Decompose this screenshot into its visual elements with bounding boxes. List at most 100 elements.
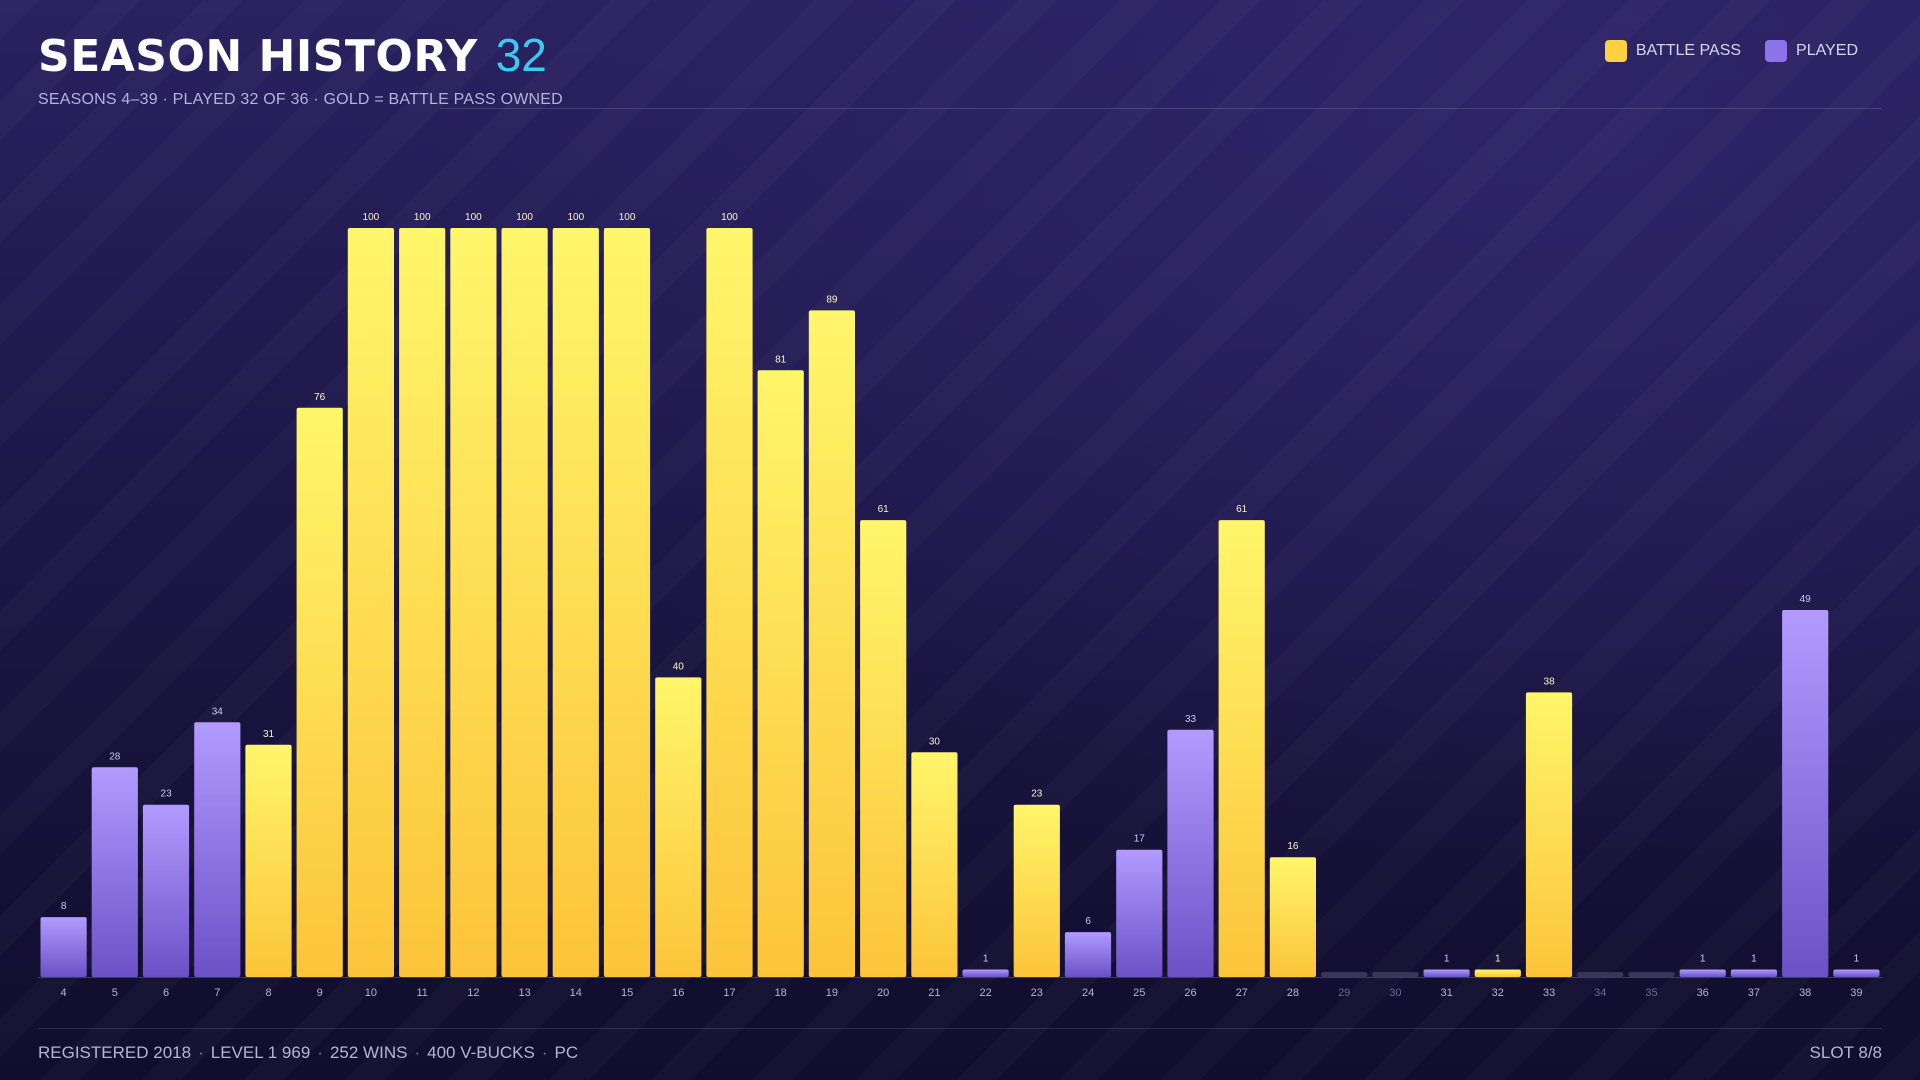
chart-legend: BATTLE PASS PLAYED <box>1604 40 1858 62</box>
season-tick-33: 33 <box>1543 987 1555 999</box>
legend-label-played: PLAYED <box>1796 42 1858 59</box>
season-tick-27: 27 <box>1236 987 1248 999</box>
battle-pass-swatch <box>1604 40 1627 62</box>
season-tick-7: 7 <box>214 987 220 999</box>
season-tick-11: 11 <box>416 987 427 999</box>
season-tick-9: 9 <box>317 987 323 999</box>
season-tick-19: 19 <box>826 987 838 999</box>
season-bar-33 <box>1525 692 1573 977</box>
season-bar-17 <box>706 228 753 977</box>
value-label-5: 28 <box>109 751 121 762</box>
season-tick-28: 28 <box>1287 987 1299 999</box>
season-tick-4: 4 <box>61 987 67 999</box>
season-bar-15 <box>603 228 651 977</box>
season-tick-35: 35 <box>1645 987 1657 999</box>
season-bar-11 <box>399 228 446 977</box>
season-tick-30: 30 <box>1389 987 1401 999</box>
season-bar-22 <box>962 969 1009 977</box>
season-tick-36: 36 <box>1697 987 1709 999</box>
season-tick-39: 39 <box>1850 987 1862 999</box>
value-label-10: 100 <box>363 212 380 223</box>
platform-text: PC <box>554 1043 579 1062</box>
header-divider <box>440 108 1882 109</box>
season-bar-13 <box>501 228 548 977</box>
season-bar-14 <box>552 228 599 977</box>
season-bar-35 <box>1628 972 1675 977</box>
season-bar-12 <box>450 228 497 977</box>
season-tick-31: 31 <box>1440 987 1452 999</box>
legend-item-played: PLAYED <box>1765 40 1858 62</box>
season-bar-30 <box>1372 972 1419 977</box>
value-label-26: 33 <box>1185 714 1197 725</box>
season-bar-16 <box>655 677 702 977</box>
legend-item-battle-pass: BATTLE PASS <box>1604 40 1742 62</box>
value-label-6: 23 <box>161 789 173 800</box>
season-bar-34 <box>1577 972 1624 977</box>
value-label-9: 76 <box>314 392 326 403</box>
vbucks-text: 400 V-BUCKS <box>427 1043 535 1062</box>
season-tick-15: 15 <box>621 987 633 999</box>
season-bar-28 <box>1269 857 1316 977</box>
season-tick-14: 14 <box>570 987 582 999</box>
page-title: SEASON HISTORY <box>38 31 478 82</box>
season-bar-32 <box>1474 969 1521 977</box>
separator: · <box>541 1043 548 1062</box>
value-label-31: 1 <box>1444 954 1450 965</box>
value-label-17: 100 <box>721 212 738 223</box>
season-tick-17: 17 <box>723 987 735 999</box>
season-tick-22: 22 <box>979 987 991 999</box>
separator: · <box>414 1043 421 1062</box>
title-row: SEASON HISTORY 32 <box>38 28 547 82</box>
legend-label-battle-pass: BATTLE PASS <box>1635 42 1742 59</box>
season-bar-27 <box>1218 520 1265 977</box>
value-label-22: 1 <box>983 954 989 965</box>
season-tick-23: 23 <box>1031 987 1043 999</box>
season-bar-31 <box>1423 969 1470 977</box>
season-bar-25 <box>1116 849 1163 977</box>
season-tick-34: 34 <box>1594 987 1606 999</box>
season-bar-20 <box>860 520 907 977</box>
season-bar-29 <box>1321 972 1368 977</box>
season-bar-24 <box>1064 932 1112 977</box>
seasons-count: 32 <box>495 29 547 81</box>
season-bar-6 <box>142 804 190 977</box>
season-bar-7 <box>194 722 241 977</box>
value-label-15: 100 <box>619 212 636 223</box>
season-tick-26: 26 <box>1184 987 1196 999</box>
season-tick-12: 12 <box>467 987 479 999</box>
value-label-18: 81 <box>775 354 787 365</box>
value-label-23: 23 <box>1031 789 1043 800</box>
season-tick-24: 24 <box>1082 987 1094 999</box>
season-bar-10 <box>347 228 394 977</box>
value-label-24: 6 <box>1085 916 1091 927</box>
season-tick-5: 5 <box>112 987 118 999</box>
season-tick-13: 13 <box>518 987 530 999</box>
separator: · <box>198 1043 204 1062</box>
value-label-27: 61 <box>1236 504 1248 515</box>
value-label-8: 31 <box>263 729 275 740</box>
season-bar-39 <box>1833 969 1880 977</box>
level-text: LEVEL 1 969 <box>210 1043 311 1062</box>
value-label-7: 34 <box>212 706 224 717</box>
season-bar-21 <box>911 752 958 977</box>
season-tick-21: 21 <box>928 987 940 999</box>
value-label-21: 30 <box>929 736 941 747</box>
season-tick-38: 38 <box>1799 987 1811 999</box>
footer-divider <box>38 1028 1882 1029</box>
value-label-11: 100 <box>414 212 431 223</box>
season-tick-8: 8 <box>265 987 271 999</box>
season-tick-32: 32 <box>1492 987 1504 999</box>
value-label-13: 100 <box>516 212 533 223</box>
season-bar-26 <box>1167 729 1214 977</box>
value-label-32: 1 <box>1495 954 1501 965</box>
season-tick-20: 20 <box>877 987 889 999</box>
value-label-38: 49 <box>1800 594 1812 605</box>
season-bar-9 <box>296 407 343 977</box>
season-tick-37: 37 <box>1748 987 1760 999</box>
season-bar-37 <box>1730 969 1777 977</box>
value-label-37: 1 <box>1751 954 1757 965</box>
chart-subtitle: SEASONS 4–39 · PLAYED 32 OF 36 · GOLD = … <box>38 91 563 108</box>
season-bar-36 <box>1679 969 1726 977</box>
value-label-12: 100 <box>465 212 482 223</box>
